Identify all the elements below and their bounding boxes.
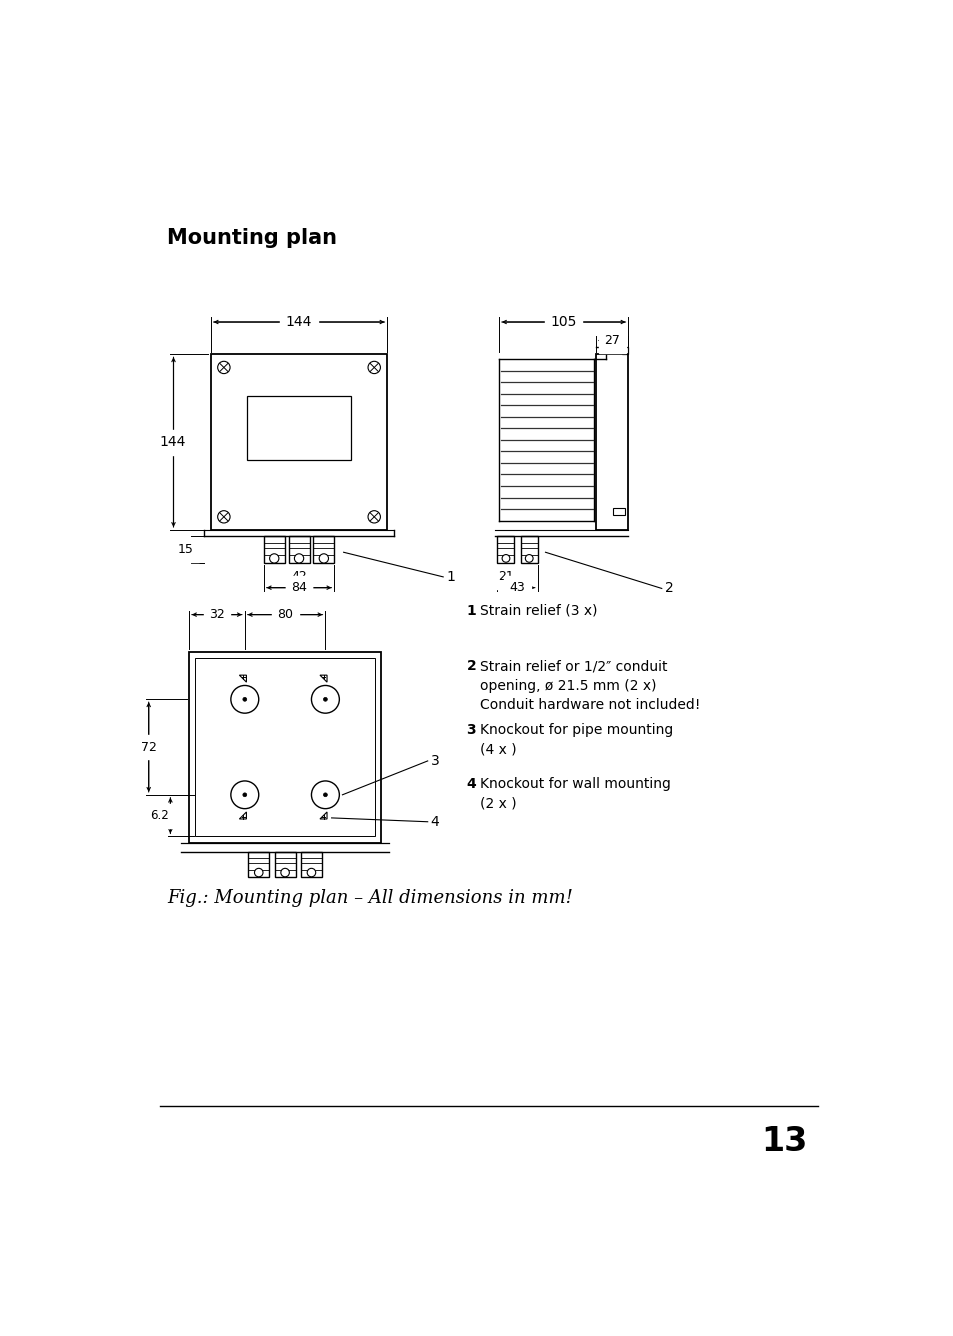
Text: 13: 13 xyxy=(760,1125,806,1158)
Text: Fig.: Mounting plan – All dimensions in mm!: Fig.: Mounting plan – All dimensions in … xyxy=(167,888,573,907)
Text: 2: 2 xyxy=(664,581,673,596)
Bar xyxy=(211,354,387,530)
Text: 144: 144 xyxy=(159,436,186,449)
Circle shape xyxy=(254,868,263,876)
Bar xyxy=(497,536,514,562)
Circle shape xyxy=(294,554,303,562)
Text: Knockout for pipe mounting
(4 x ): Knockout for pipe mounting (4 x ) xyxy=(480,723,673,756)
Text: 15: 15 xyxy=(178,542,193,556)
Bar xyxy=(274,852,295,878)
Text: 4: 4 xyxy=(466,778,476,791)
Text: 27: 27 xyxy=(603,334,619,347)
Text: 80: 80 xyxy=(276,608,293,621)
Text: 4: 4 xyxy=(431,815,439,828)
Circle shape xyxy=(319,554,328,562)
Text: 1: 1 xyxy=(466,604,476,617)
Bar xyxy=(264,536,284,562)
Circle shape xyxy=(280,868,289,876)
Circle shape xyxy=(307,868,315,876)
Circle shape xyxy=(323,697,327,701)
Circle shape xyxy=(501,554,509,562)
Bar xyxy=(301,852,321,878)
Text: 43: 43 xyxy=(509,581,525,595)
Bar xyxy=(248,852,269,878)
Text: 144: 144 xyxy=(286,315,312,329)
Text: 105: 105 xyxy=(550,315,577,329)
Text: 84: 84 xyxy=(291,581,307,595)
Circle shape xyxy=(323,792,327,796)
Bar xyxy=(520,536,537,562)
Bar xyxy=(189,652,381,843)
Text: 42: 42 xyxy=(291,570,307,584)
Bar xyxy=(313,536,334,562)
Text: 3: 3 xyxy=(466,723,476,737)
Text: 6.2: 6.2 xyxy=(150,810,169,822)
Bar xyxy=(612,509,624,514)
Bar xyxy=(289,536,309,562)
Text: Strain relief or 1/2″ conduit
opening, ø 21.5 mm (2 x)
Conduit hardware not incl: Strain relief or 1/2″ conduit opening, ø… xyxy=(480,659,700,712)
Bar xyxy=(621,346,628,354)
Circle shape xyxy=(243,697,247,701)
Text: 72: 72 xyxy=(141,740,156,754)
Text: Mounting plan: Mounting plan xyxy=(167,228,337,248)
Circle shape xyxy=(525,554,533,562)
Text: 3: 3 xyxy=(431,754,439,768)
Text: 21: 21 xyxy=(497,570,514,584)
Text: Strain relief (3 x): Strain relief (3 x) xyxy=(480,604,598,617)
Text: 1: 1 xyxy=(446,570,455,584)
Text: Knockout for wall mounting
(2 x ): Knockout for wall mounting (2 x ) xyxy=(480,778,671,811)
Bar xyxy=(247,397,351,460)
Text: 2: 2 xyxy=(466,659,476,673)
Bar xyxy=(596,354,628,530)
Text: 32: 32 xyxy=(209,608,225,621)
Bar xyxy=(195,657,375,836)
Circle shape xyxy=(243,792,247,796)
Circle shape xyxy=(270,554,278,562)
